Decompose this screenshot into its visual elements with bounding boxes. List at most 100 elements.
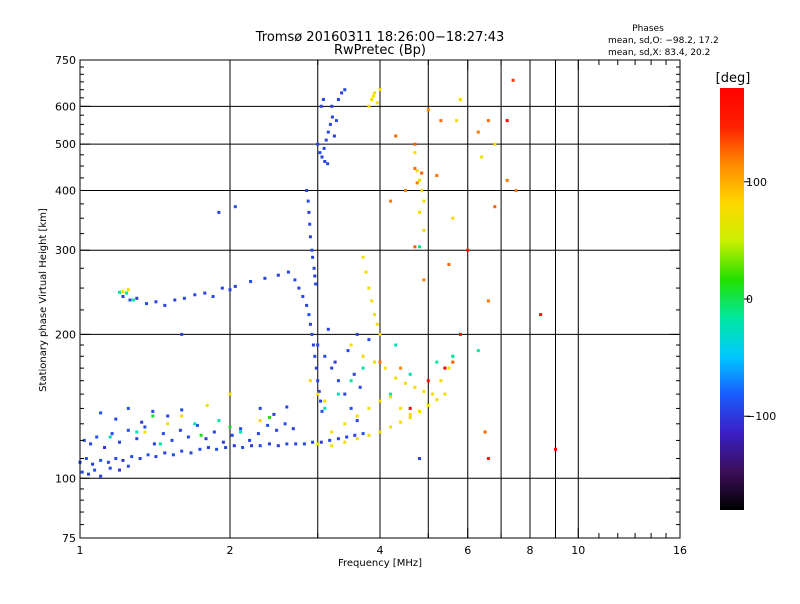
data-point <box>125 291 129 295</box>
data-point <box>330 444 334 448</box>
data-point <box>311 343 315 347</box>
data-point <box>361 255 365 259</box>
data-point <box>146 453 150 457</box>
data-point <box>422 278 426 282</box>
data-point <box>323 406 327 410</box>
data-point <box>413 166 417 170</box>
data-point <box>389 395 393 399</box>
data-point <box>195 423 199 427</box>
data-point <box>326 130 330 134</box>
data-point <box>418 210 421 214</box>
data-point <box>367 286 371 290</box>
data-point <box>206 446 210 449</box>
data-point <box>276 444 280 448</box>
data-point <box>383 366 387 370</box>
data-point <box>82 438 86 442</box>
data-point <box>154 455 158 459</box>
data-point <box>258 419 262 423</box>
data-point <box>99 411 103 415</box>
data-point <box>126 406 130 410</box>
data-point <box>182 296 186 300</box>
data-point <box>349 406 353 410</box>
data-point <box>294 442 298 446</box>
data-point <box>451 360 455 364</box>
data-point <box>163 451 167 455</box>
data-point <box>408 412 412 416</box>
info-line-o: mean, sd,O: −98.2, 17.2 <box>608 36 719 46</box>
data-point <box>311 255 315 259</box>
data-point <box>212 430 216 434</box>
data-point <box>451 354 455 358</box>
data-point <box>205 404 209 407</box>
data-point <box>266 423 270 427</box>
data-point <box>330 366 334 370</box>
data-point <box>285 442 289 446</box>
data-point <box>486 119 490 123</box>
data-point <box>135 430 139 434</box>
data-point <box>443 366 447 370</box>
data-point <box>310 248 314 252</box>
data-point <box>370 98 374 101</box>
data-point <box>314 282 318 286</box>
data-point <box>108 435 112 439</box>
data-point <box>285 405 289 409</box>
data-point <box>186 435 190 439</box>
data-point <box>420 171 424 175</box>
data-point <box>211 295 215 298</box>
data-point <box>189 451 193 455</box>
data-point <box>332 134 336 138</box>
data-point <box>367 406 371 410</box>
chart-title: Tromsø 20160311 18:26:00−18:27:43 <box>255 30 505 45</box>
data-point <box>307 210 311 214</box>
data-point <box>114 417 118 421</box>
data-point <box>346 349 350 353</box>
data-point <box>91 462 95 466</box>
data-point <box>313 274 317 278</box>
data-point <box>455 119 459 123</box>
data-point <box>233 284 237 288</box>
colorbar-gradient <box>720 88 744 510</box>
data-point <box>394 343 398 347</box>
data-point <box>355 414 359 418</box>
y-tick-label: 75 <box>62 532 76 545</box>
data-point <box>154 300 158 304</box>
data-point <box>431 392 435 396</box>
data-point <box>493 142 497 146</box>
y-axis-ticks: 75 100 200 300 400 500 600 750 <box>55 54 680 545</box>
data-point <box>349 379 353 383</box>
data-point <box>178 428 182 432</box>
data-point <box>483 430 487 434</box>
data-point <box>415 169 419 173</box>
data-point <box>336 437 340 441</box>
data-point <box>420 189 424 192</box>
data-point <box>336 379 340 383</box>
info-line-x: mean, sd,X: 83.4, 20.2 <box>608 48 710 58</box>
data-point <box>367 104 371 108</box>
data-point <box>217 419 221 423</box>
data-point <box>151 409 155 413</box>
x-tick-label: 4 <box>377 544 384 557</box>
data-point <box>447 263 451 266</box>
data-point <box>250 444 254 448</box>
data-point <box>217 210 221 214</box>
data-point <box>466 248 470 252</box>
data-point <box>326 162 330 166</box>
data-point <box>323 354 327 358</box>
data-point <box>361 432 365 436</box>
data-point <box>321 98 325 101</box>
data-point <box>422 228 426 232</box>
data-point <box>323 399 327 403</box>
data-point <box>170 438 174 442</box>
data-point <box>333 360 337 364</box>
data-point <box>268 442 271 446</box>
data-point <box>93 468 97 472</box>
data-point <box>308 322 312 326</box>
data-point <box>486 457 490 460</box>
data-point <box>316 392 320 396</box>
data-point <box>306 199 310 203</box>
data-point <box>316 379 320 383</box>
data-point <box>361 366 365 370</box>
data-point <box>399 406 403 410</box>
data-point <box>158 442 162 446</box>
